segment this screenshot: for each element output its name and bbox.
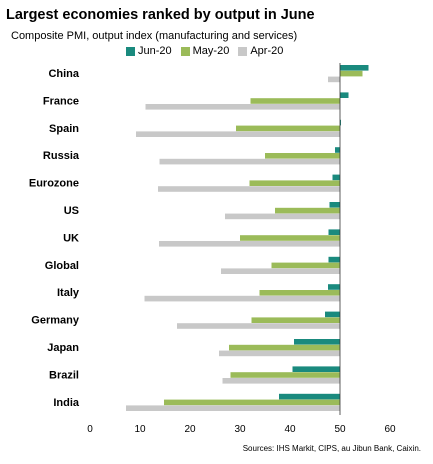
bar-italy-jun-20 (328, 284, 340, 290)
bar-uk-jun-20 (328, 229, 340, 235)
legend-label-may: May-20 (192, 45, 230, 57)
bar-us-apr-20 (225, 213, 340, 220)
legend-swatch-may (180, 46, 190, 56)
bar-eurozone-apr-20 (158, 186, 340, 192)
bar-eurozone-jun-20 (332, 174, 340, 181)
category-label-uk: UK (63, 232, 79, 244)
legend-item-apr: Apr-20 (238, 45, 283, 57)
category-label-spain: Spain (49, 123, 79, 135)
bar-us-jun-20 (329, 202, 340, 208)
x-tick-label-0: 0 (87, 424, 93, 435)
bar-france-apr-20 (145, 104, 340, 110)
chart-subtitle: Composite PMI, output index (manufacturi… (11, 30, 298, 42)
x-tick-label-40: 40 (284, 424, 296, 435)
bar-brazil-may-20 (230, 372, 340, 378)
bar-russia-apr-20 (159, 158, 340, 165)
bar-germany-may-20 (251, 317, 340, 323)
bar-spain-jun-20 (340, 119, 341, 126)
bar-india-may-20 (164, 399, 340, 406)
bar-global-may-20 (271, 262, 340, 269)
sources-note: Sources: IHS Markit, CIPS, au Jibun Bank… (242, 444, 421, 453)
chart-title: Largest economies ranked by output in Ju… (6, 7, 315, 23)
bar-uk-apr-20 (159, 241, 340, 247)
category-label-eurozone: Eurozone (29, 178, 79, 190)
bar-brazil-apr-20 (222, 378, 340, 384)
x-tick-label-10: 10 (134, 424, 146, 435)
bar-japan-may-20 (229, 344, 340, 351)
bar-france-jun-20 (340, 92, 349, 98)
x-tick-label-20: 20 (184, 424, 196, 435)
category-label-brazil: Brazil (49, 369, 79, 381)
x-tick-label-60: 60 (384, 424, 396, 435)
category-label-italy: Italy (57, 287, 80, 299)
bar-us-may-20 (275, 207, 340, 214)
bar-china-apr-20 (328, 76, 340, 83)
category-label-india: India (53, 397, 80, 409)
bar-japan-apr-20 (219, 350, 340, 357)
category-label-global: Global (45, 260, 79, 272)
category-label-japan: Japan (47, 342, 79, 354)
bar-russia-jun-20 (335, 147, 340, 153)
bar-germany-apr-20 (177, 323, 340, 329)
bar-china-jun-20 (340, 65, 369, 71)
category-label-germany: Germany (31, 315, 80, 327)
bar-russia-may-20 (265, 153, 340, 159)
legend-swatch-jun (126, 46, 135, 56)
legend-label-jun: Jun-20 (138, 45, 172, 57)
bar-india-jun-20 (279, 393, 340, 400)
category-label-russia: Russia (43, 150, 80, 162)
bar-global-apr-20 (221, 268, 340, 274)
category-label-us: US (64, 205, 79, 217)
category-label-france: France (43, 95, 79, 107)
bar-eurozone-may-20 (249, 180, 340, 186)
bar-china-may-20 (340, 70, 363, 77)
bar-brazil-jun-20 (292, 366, 340, 372)
bar-japan-jun-20 (294, 339, 340, 345)
bar-india-apr-20 (126, 405, 340, 411)
bar-italy-apr-20 (144, 295, 340, 302)
bar-spain-apr-20 (136, 131, 340, 137)
bar-germany-jun-20 (325, 311, 340, 318)
category-label-china: China (48, 68, 79, 80)
legend-item-may: May-20 (180, 45, 230, 57)
x-tick-label-50: 50 (334, 424, 346, 435)
bar-france-may-20 (250, 98, 340, 104)
bar-uk-may-20 (240, 235, 340, 241)
legend-swatch-apr (238, 46, 248, 56)
bar-spain-may-20 (236, 125, 340, 132)
x-tick-label-30: 30 (234, 424, 246, 435)
chart-legend: Jun-20 May-20 Apr-20 (126, 45, 283, 57)
bar-global-jun-20 (328, 256, 340, 263)
bar-italy-may-20 (259, 290, 340, 296)
legend-label-apr: Apr-20 (250, 45, 284, 57)
legend-item-jun: Jun-20 (126, 45, 172, 57)
